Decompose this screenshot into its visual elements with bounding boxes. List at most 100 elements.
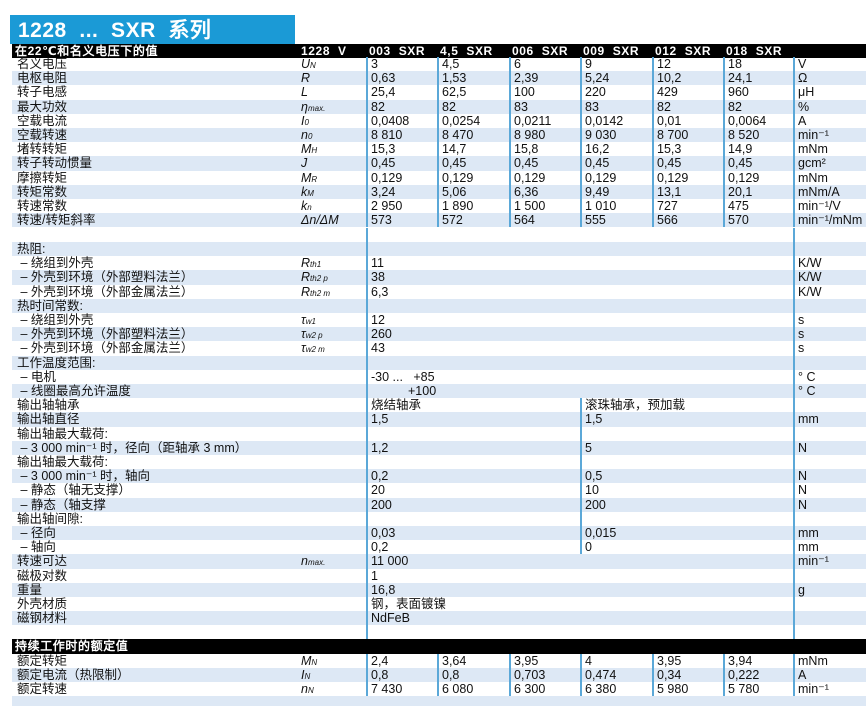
value-cell: 0,45 [437,156,509,171]
value-cell: 566 [652,213,723,228]
spec-table-header: 在22℃和名义电压下的值 1228 V 003 SXR 4,5 SXR 006 … [12,44,866,58]
row-label: 额定电流（热限制） [12,668,298,683]
symbol-main: η [301,99,308,114]
value-cell: 5 980 [652,682,723,697]
symbol-main: τ [301,327,306,342]
table-row: 磁钢材料 NdFeB [12,611,866,626]
row-symbol: n0 [298,128,366,143]
value-cell: 0,474 [580,668,652,683]
unit-cell [793,398,866,413]
row-symbol: nN [298,682,366,696]
value-cell: 14,7 [437,142,509,157]
value-cell: 220 [580,85,652,100]
value-cell: 6 080 [437,682,509,697]
symbol-subscript: R [311,174,318,184]
table-row: – 电机 -30 ... +85 ° C [12,369,866,384]
table-row: – 径向 0,03 0,015 mm [12,526,866,541]
row-label: 名义电压 [17,57,68,71]
unit-cell [793,455,866,470]
value-cell: 25,4 [366,85,437,100]
value-cell: 20,1 [723,184,793,199]
symbol-subscript: th1 [310,260,322,270]
row-label: 输出轴间隙: [17,511,83,526]
value-cell: 3,94 [723,654,793,669]
unit-cell: A [793,113,866,128]
value-cell: 0,34 [652,668,723,683]
row-label: – 绕组到外壳 [17,256,94,271]
unit-cell: V [793,57,866,72]
table-row: 输出轴轴承 烧结轴承 滚珠轴承，预加载 [12,398,866,413]
symbol-subscript: th2 m [310,288,331,298]
value-cell: 82 [652,99,723,114]
symbol-main: M [301,142,312,157]
table-row: 转子转动惯量 J 0,45 0,45 0,45 0,45 0,45 0,45 gcm² [12,156,866,171]
value-cell: 555 [580,213,652,228]
value-cell [366,455,580,470]
table-row: – 外壳到环境（外部塑料法兰） Rth2 p 38 K/W [12,270,866,285]
row-label: 堵转转矩 [17,142,68,157]
row-symbol: MN [298,654,366,668]
unit-cell: mm [793,540,866,555]
value-cell: 82 [366,99,437,114]
row-label: 磁钢材料 [12,611,298,626]
table-row: 热阻: [12,242,866,257]
value-cell: 18 [723,57,793,72]
unit-cell: s [793,313,866,328]
series-title: 1228 ... SXR 系列 [10,15,295,44]
row-symbol [298,440,366,455]
table-row: – 静态（轴支撑 200 200 N [12,497,866,512]
value-cell: 5 780 [723,682,793,697]
row-label: – 静态（轴支撑 [12,497,298,512]
row-label: 工作温度范围: [12,355,298,370]
value-cell: 573 [366,213,437,228]
symbol-main: k [301,184,308,199]
value-cell: 0,2 [366,469,580,484]
row-label: 热阻: [12,242,298,257]
value-cell: 564 [509,213,580,228]
symbol-main: R [301,284,311,299]
table-row: – 绕组到外壳 Rth1 11 K/W [12,256,866,271]
row-symbol [298,483,366,497]
value-cell: 0,0211 [509,113,580,128]
symbol-main: R [301,256,311,271]
value-cell: 3,95 [652,654,723,669]
value-cell: 6 [509,57,580,72]
unit-cell: mm [793,526,866,541]
row-symbol: L [298,85,366,99]
row-label: 额定转速 [17,682,68,697]
table-row: – 线圈最高允许温度 +100 ° C [12,384,866,399]
value-cell: 0,03 [366,526,580,541]
table-row: 电枢电阻 R 0,63 1,53 2,39 5,24 10,2 24,1 Ω [12,71,866,86]
row-label: – 3 000 min⁻¹ 时，轴向 [12,469,298,484]
symbol-subscript: 0 [304,117,309,127]
table-row: 工作温度范围: [12,355,866,370]
value-cell: 10 [580,483,793,498]
row-label: 输出轴最大载荷: [17,426,108,441]
table-row: 摩擦转矩 MR 0,129 0,129 0,129 0,129 0,129 0,129 mNm [12,170,866,185]
row-symbol [298,455,366,469]
value-cell: 0,129 [652,170,723,185]
unit-cell [793,511,866,526]
value-cell: 0,8 [437,668,509,683]
table-row: 重量 16,8 g [12,582,866,597]
unit-cell [793,611,866,626]
unit-cell: N [793,469,866,484]
value-cell: 0,45 [580,156,652,171]
row-symbol: Δn/ΔM [298,213,366,228]
table-row: 输出轴最大载荷: [12,426,866,441]
value-cell: 0,45 [509,156,580,171]
value-cell: 钢，表面镀镍 [366,597,793,612]
table-row: – 静态（轴无支撑） 20 10 N [12,483,866,498]
unit-cell: mm [793,412,866,427]
header-voltage-label: 1228 V [301,44,347,58]
row-label: 转子电感 [17,85,68,100]
row-symbol [298,384,366,399]
unit-cell: K/W [793,284,866,299]
row-label: 输出轴轴承 [17,398,80,413]
unit-cell [793,426,866,441]
row-label: – 电机 [17,369,56,384]
unit-cell [793,568,866,583]
row-symbol: kM [298,184,366,199]
value-cell: 16,8 [366,582,793,597]
row-symbol [298,355,366,370]
